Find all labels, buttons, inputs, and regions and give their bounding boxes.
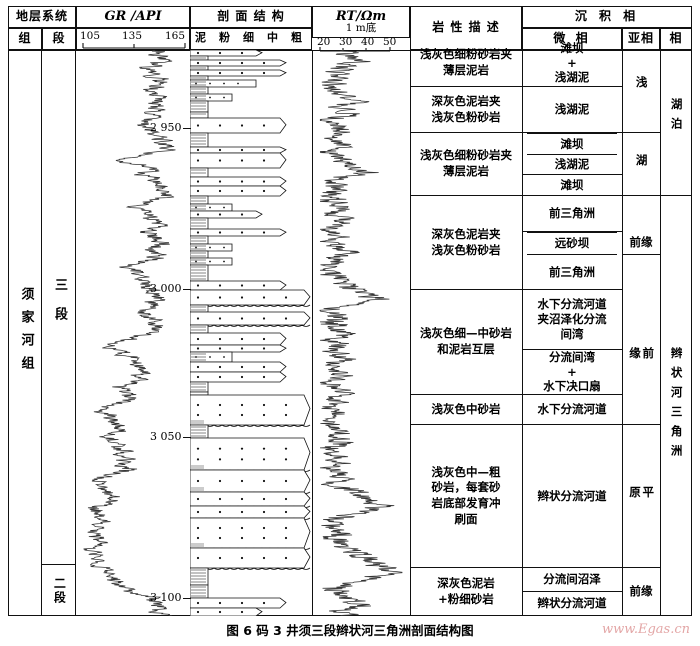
profile-track-right-border — [312, 50, 313, 616]
microfacies-row: 前三角洲 — [522, 255, 622, 290]
strat-member-2: 二段 — [42, 565, 76, 616]
lithology-row: 深灰色泥岩 +粉细砂岩 — [410, 568, 522, 616]
microfacies-row: 浅湖泥 — [522, 87, 622, 133]
strat-member-3-label: 三段 — [51, 278, 67, 336]
subfacies-row: 前 缘 — [622, 290, 660, 425]
profile-track — [190, 50, 312, 616]
strat-member-2-label: 二段 — [52, 576, 67, 605]
profile-scale: 泥 粉 细 中 粗 — [190, 28, 312, 50]
facies-left-border — [660, 50, 661, 616]
grain-tick-mud: 泥 — [195, 31, 207, 44]
depth-label: 2 950 — [150, 121, 182, 134]
microfacies-row: 滩坝 — [522, 175, 622, 196]
microfacies-row: 滩坝 + 浅湖泥 — [522, 40, 622, 87]
microfacies-row: 水下分流河道 夹沼泽化分流 间湾 — [522, 290, 622, 350]
microfacies-left-border — [522, 50, 523, 616]
header-strat-group: 组 — [8, 28, 42, 50]
microfacies-column: 滩坝 + 浅湖泥 浅湖泥 滩坝 浅湖泥 滩坝 前三角洲 远砂坝 前三角洲 水下分流河道 夹沼泽化… — [522, 41, 622, 616]
header-strat-member: 段 — [42, 28, 76, 50]
rt-curve-svg — [319, 50, 403, 616]
subfacies-left-border — [622, 50, 623, 616]
header-rt-sub: 1 m底 — [345, 21, 377, 34]
gr-tick-105: 105 — [80, 30, 101, 42]
grain-size-profile-svg — [190, 50, 311, 616]
facies-column: 湖泊 辫状河三角洲 — [660, 50, 692, 616]
rt-tick-30: 30 — [339, 36, 353, 48]
microfacies-row: 辫状分流河道 — [522, 592, 622, 616]
figure-caption: 图 6 码 3 井须三段辫状河三角洲剖面结构图 — [226, 623, 474, 638]
gr-curve-svg — [83, 50, 176, 616]
lithology-column: 浅灰色细粉砂岩夹 薄层泥岩 深灰色泥岩夹 浅灰色粉砂岩 浅灰色细粉砂岩夹 薄层泥岩深… — [410, 47, 522, 616]
rt-scale: 20 30 40 50 — [312, 36, 410, 52]
header-rt-label: RT/Ωm — [335, 8, 387, 24]
subfacies-row: 浅 — [622, 40, 660, 133]
gr-scale: 105 135 165 — [76, 28, 190, 50]
lithology-row: 深灰色泥岩夹 浅灰色粉砂岩 — [410, 87, 522, 133]
depth-tick — [183, 128, 191, 129]
microfacies-row: 远砂坝 — [527, 232, 617, 255]
header-facies: 沉 积 相 — [522, 6, 692, 28]
rt-tick-20: 20 — [317, 36, 331, 48]
lithology-row: 浅灰色中砂岩 — [410, 395, 522, 425]
header-subfacies: 亚相 — [622, 28, 660, 50]
grain-tick-fine: 细 — [243, 31, 255, 44]
depth-label: 3 100 — [150, 591, 182, 604]
gr-tick-165: 165 — [165, 30, 186, 42]
header-divider — [8, 50, 692, 51]
depth-tick — [183, 437, 191, 438]
rt-tick-40: 40 — [361, 36, 375, 48]
microfacies-row: 浅湖泥 — [522, 155, 622, 175]
header-microfacies: 微 相 — [522, 28, 622, 50]
header-rt: RT/Ωm 1 m底 — [312, 6, 410, 38]
microfacies-row: 滩坝 — [527, 133, 617, 155]
strat-group-cell: 须家河组 — [8, 50, 42, 616]
microfacies-row: 辫状分流河道 — [522, 425, 622, 568]
header-lithology: 岩 性 描 述 — [410, 6, 522, 50]
rt-track — [312, 50, 410, 616]
strat-group-label: 须家河组 — [18, 287, 34, 379]
strat-member-3: 三段 — [42, 50, 76, 565]
lithology-row: 浅灰色细粉砂岩夹 薄层泥岩 — [410, 40, 522, 87]
lithology-row: 浅灰色细粉砂岩夹 薄层泥岩 — [410, 133, 522, 196]
microfacies-row: 前三角洲 — [522, 196, 622, 232]
depth-tick — [183, 598, 191, 599]
gr-track — [76, 50, 190, 616]
grain-tick-medium: 中 — [267, 31, 279, 44]
subfacies-row: 前缘 — [622, 568, 660, 616]
lithology-row: 深灰色泥岩夹 浅灰色粉砂岩 — [410, 196, 522, 290]
facies-row: 辫状河三角洲 — [660, 196, 692, 616]
lithology-row: 浅灰色细—中砂岩 和泥岩互层 — [410, 290, 522, 395]
depth-tick — [183, 289, 191, 290]
lithology-row: 浅灰色中—粗 砂岩，每套砂 岩底部发育冲 刷面 — [410, 425, 522, 568]
header-facies-major: 相 — [660, 28, 692, 50]
header-gr: GR /API — [76, 6, 190, 28]
header-strat: 地层系统 — [8, 6, 76, 28]
depth-label: 3 000 — [150, 282, 182, 295]
gr-tick-135: 135 — [122, 30, 143, 42]
gr-axis — [82, 43, 186, 49]
facies-row: 湖泊 — [660, 40, 692, 196]
rt-axis — [319, 47, 391, 52]
header-gr-label: GR /API — [104, 8, 162, 24]
subfacies-row: 湖 — [622, 133, 660, 196]
rt-track-right-border — [410, 50, 411, 616]
microfacies-row: 分流间湾 + 水下决口扇 — [522, 350, 622, 395]
grain-tick-coarse: 粗 — [291, 31, 303, 44]
subfacies-row: 前缘 — [622, 232, 660, 255]
microfacies-row: 分流间沼泽 — [522, 568, 622, 592]
depth-label: 3 050 — [150, 430, 182, 443]
watermark: www.Egas.cn — [602, 622, 690, 637]
subfacies-row: 平 原 — [622, 425, 660, 568]
grain-tick-silt: 粉 — [219, 31, 231, 44]
microfacies-row: 水下分流河道 — [522, 395, 622, 425]
subfacies-column: 浅湖前缘前 缘平 原前缘 — [622, 50, 660, 616]
rt-tick-50: 50 — [383, 36, 397, 48]
header-profile: 剖 面 结 构 — [190, 6, 312, 28]
